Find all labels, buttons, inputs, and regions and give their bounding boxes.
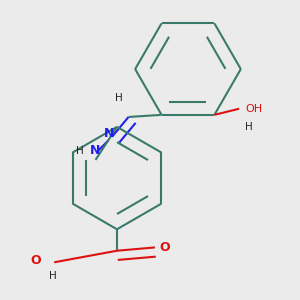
Text: OH: OH xyxy=(245,104,262,114)
Text: H: H xyxy=(115,93,122,103)
Text: H: H xyxy=(245,122,253,132)
Text: O: O xyxy=(30,254,41,267)
Text: N: N xyxy=(103,127,114,140)
Text: H: H xyxy=(76,146,84,156)
Text: H: H xyxy=(49,271,56,281)
Text: N: N xyxy=(90,145,101,158)
Text: O: O xyxy=(159,241,169,254)
